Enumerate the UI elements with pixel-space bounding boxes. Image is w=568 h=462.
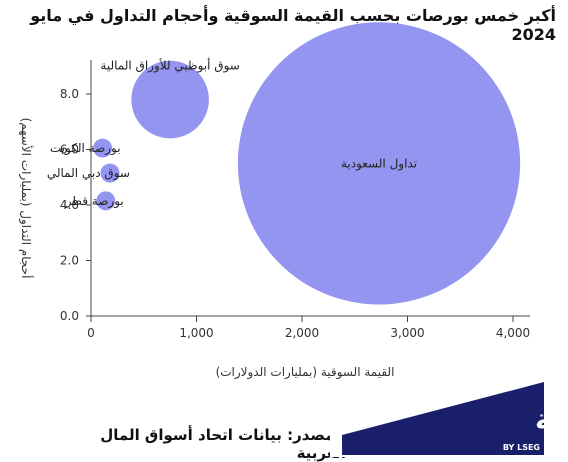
bubble: [93, 138, 113, 158]
bubble: [100, 163, 120, 183]
y-axis-title: أحجام التداول (بمليارات الأسهم): [18, 118, 34, 279]
x-tick-label: 1,000: [179, 326, 213, 340]
x-tick-label: 2,000: [285, 326, 319, 340]
y-tick-label: 2.0: [60, 254, 79, 268]
bubble-label: سوق دبي المالي: [47, 166, 130, 181]
bubble: [96, 191, 116, 211]
y-tick-label: 4.0: [60, 198, 79, 212]
chart-title: أكبر خمس بورصات بحسب القيمة السوقية وأحج…: [30, 6, 556, 44]
x-tick-label: 4,000: [496, 326, 530, 340]
bubble: [237, 22, 521, 305]
bubble: [131, 60, 209, 139]
zawya-logo: زاوية BY LSEG: [330, 380, 560, 457]
logo-banner: [342, 382, 544, 455]
logo-tagline: BY LSEG: [503, 443, 540, 452]
x-axis-title: القيمة السوقية (بمليارات الدولارات): [216, 365, 395, 380]
bubble-label: بورصة الكويت: [50, 141, 121, 156]
bubble-label: تداول السعودية: [341, 156, 417, 171]
y-tick-label: 0.0: [60, 309, 79, 323]
plot-area: 0 1,000 2,000 3,000 4,000 0.0 2.0 4.0 6.0 8.0 القي…: [18, 22, 530, 380]
logo-wordmark: زاوية: [535, 403, 560, 436]
x-tick-label: 3,000: [390, 326, 424, 340]
bubble-label: سوق أبوظبي للأوراق المالية: [100, 58, 239, 74]
y-tick-label: 6.0: [60, 143, 79, 157]
bubble-label: بورصة قطر: [65, 194, 124, 209]
y-tick-label: 8.0: [60, 87, 79, 101]
x-tick-label: 0: [87, 326, 95, 340]
